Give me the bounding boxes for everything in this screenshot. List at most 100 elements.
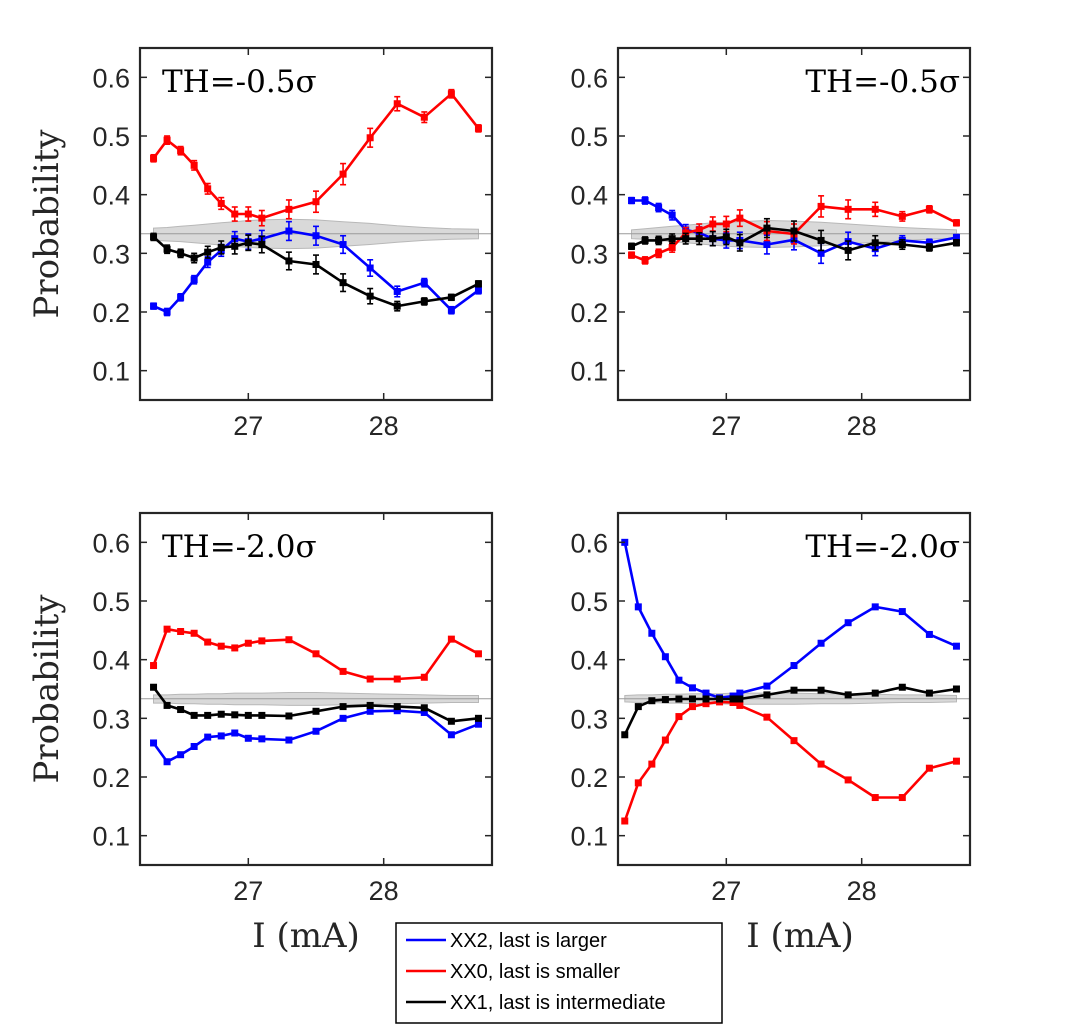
point-xx2 bbox=[177, 751, 185, 759]
point-xx0 bbox=[163, 136, 171, 144]
point-xx0 bbox=[634, 779, 642, 787]
point-xx2 bbox=[648, 629, 656, 637]
point-xx0 bbox=[420, 113, 428, 121]
point-xx1 bbox=[420, 297, 428, 305]
point-xx1 bbox=[688, 695, 696, 703]
point-xx2 bbox=[339, 714, 347, 722]
point-xx0 bbox=[393, 100, 401, 108]
point-xx0 bbox=[474, 124, 482, 132]
point-xx2 bbox=[420, 279, 428, 287]
point-xx0 bbox=[729, 698, 737, 706]
point-xx1 bbox=[709, 235, 717, 243]
point-xx0 bbox=[621, 817, 629, 825]
legend-label-xx2: XX2, last is larger bbox=[450, 930, 607, 952]
x-tick-label: 28 bbox=[847, 411, 877, 441]
point-xx2 bbox=[447, 306, 455, 314]
y-tick-label: 0.1 bbox=[570, 357, 608, 387]
threshold-label: TH=-2.0σ bbox=[162, 529, 317, 565]
point-xx1 bbox=[790, 227, 798, 235]
axes-frame bbox=[616, 46, 972, 402]
legend-box bbox=[395, 922, 723, 1024]
point-xx2 bbox=[312, 232, 320, 240]
point-xx0 bbox=[763, 713, 771, 721]
legend-label-xx0: XX0, last is smaller bbox=[450, 961, 620, 983]
point-xx1 bbox=[366, 701, 374, 709]
point-xx0 bbox=[217, 199, 225, 207]
point-xx1 bbox=[763, 224, 771, 232]
y-tick-label: 0.4 bbox=[570, 646, 608, 676]
point-xx1 bbox=[177, 249, 185, 257]
y-tick-label: 0.1 bbox=[570, 822, 608, 852]
point-xx2 bbox=[163, 308, 171, 316]
point-xx1 bbox=[655, 236, 663, 244]
point-xx2 bbox=[366, 264, 374, 272]
y-tick-label: 0.2 bbox=[92, 298, 130, 328]
point-xx0 bbox=[641, 256, 649, 264]
point-xx1 bbox=[420, 704, 428, 712]
x-axis-label: I (mA) bbox=[746, 916, 854, 956]
point-xx0 bbox=[736, 701, 744, 709]
point-xx2 bbox=[763, 682, 771, 690]
y-tick-label: 0.3 bbox=[570, 704, 608, 734]
point-xx0 bbox=[244, 639, 252, 647]
x-tick-label: 27 bbox=[233, 876, 263, 906]
point-xx1 bbox=[150, 233, 158, 241]
point-xx0 bbox=[447, 635, 455, 643]
point-xx1 bbox=[339, 703, 347, 711]
point-xx1 bbox=[648, 697, 656, 705]
threshold-label: TH=-2.0σ bbox=[805, 529, 960, 565]
point-xx2 bbox=[952, 233, 960, 241]
point-xx0 bbox=[898, 212, 906, 220]
point-xx0 bbox=[163, 625, 171, 633]
point-xx2 bbox=[763, 241, 771, 249]
point-xx0 bbox=[688, 703, 696, 711]
point-xx1 bbox=[871, 239, 879, 247]
point-xx1 bbox=[163, 245, 171, 253]
point-xx2 bbox=[204, 258, 212, 266]
point-xx2 bbox=[952, 642, 960, 650]
point-xx2 bbox=[871, 603, 879, 611]
y-tick-label: 0.5 bbox=[570, 122, 608, 152]
point-xx2 bbox=[217, 732, 225, 740]
y-tick-label: 0.6 bbox=[92, 63, 130, 93]
point-xx2 bbox=[634, 603, 642, 611]
point-xx2 bbox=[150, 739, 158, 747]
point-xx0 bbox=[339, 667, 347, 675]
point-xx1 bbox=[898, 241, 906, 249]
point-xx1 bbox=[844, 246, 852, 254]
point-xx1 bbox=[682, 235, 690, 243]
y-tick-label: 0.6 bbox=[92, 528, 130, 558]
y-tick-label: 0.4 bbox=[92, 181, 130, 211]
point-xx1 bbox=[722, 233, 730, 241]
point-xx2 bbox=[790, 662, 798, 670]
x-tick-label: 28 bbox=[847, 876, 877, 906]
point-xx0 bbox=[285, 205, 293, 213]
point-xx1 bbox=[204, 248, 212, 256]
point-xx2 bbox=[688, 684, 696, 692]
point-xx0 bbox=[393, 675, 401, 683]
point-xx2 bbox=[244, 734, 252, 742]
point-xx1 bbox=[447, 717, 455, 725]
point-xx0 bbox=[709, 220, 717, 228]
point-xx0 bbox=[925, 764, 933, 772]
point-xx1 bbox=[217, 243, 225, 251]
point-xx0 bbox=[312, 198, 320, 206]
point-xx2 bbox=[702, 689, 710, 697]
point-xx0 bbox=[474, 650, 482, 658]
threshold-label: TH=-0.5σ bbox=[162, 64, 317, 100]
point-xx1 bbox=[925, 689, 933, 697]
point-xx1 bbox=[634, 703, 642, 711]
point-xx0 bbox=[736, 214, 744, 222]
point-xx0 bbox=[898, 794, 906, 802]
point-xx0 bbox=[244, 210, 252, 218]
point-xx0 bbox=[190, 629, 198, 637]
point-xx1 bbox=[258, 711, 266, 719]
point-xx1 bbox=[258, 241, 266, 249]
point-xx0 bbox=[817, 202, 825, 210]
point-xx1 bbox=[204, 711, 212, 719]
point-xx0 bbox=[871, 794, 879, 802]
point-xx1 bbox=[621, 731, 629, 739]
point-xx2 bbox=[190, 742, 198, 750]
point-xx1 bbox=[763, 691, 771, 699]
point-xx1 bbox=[217, 710, 225, 718]
